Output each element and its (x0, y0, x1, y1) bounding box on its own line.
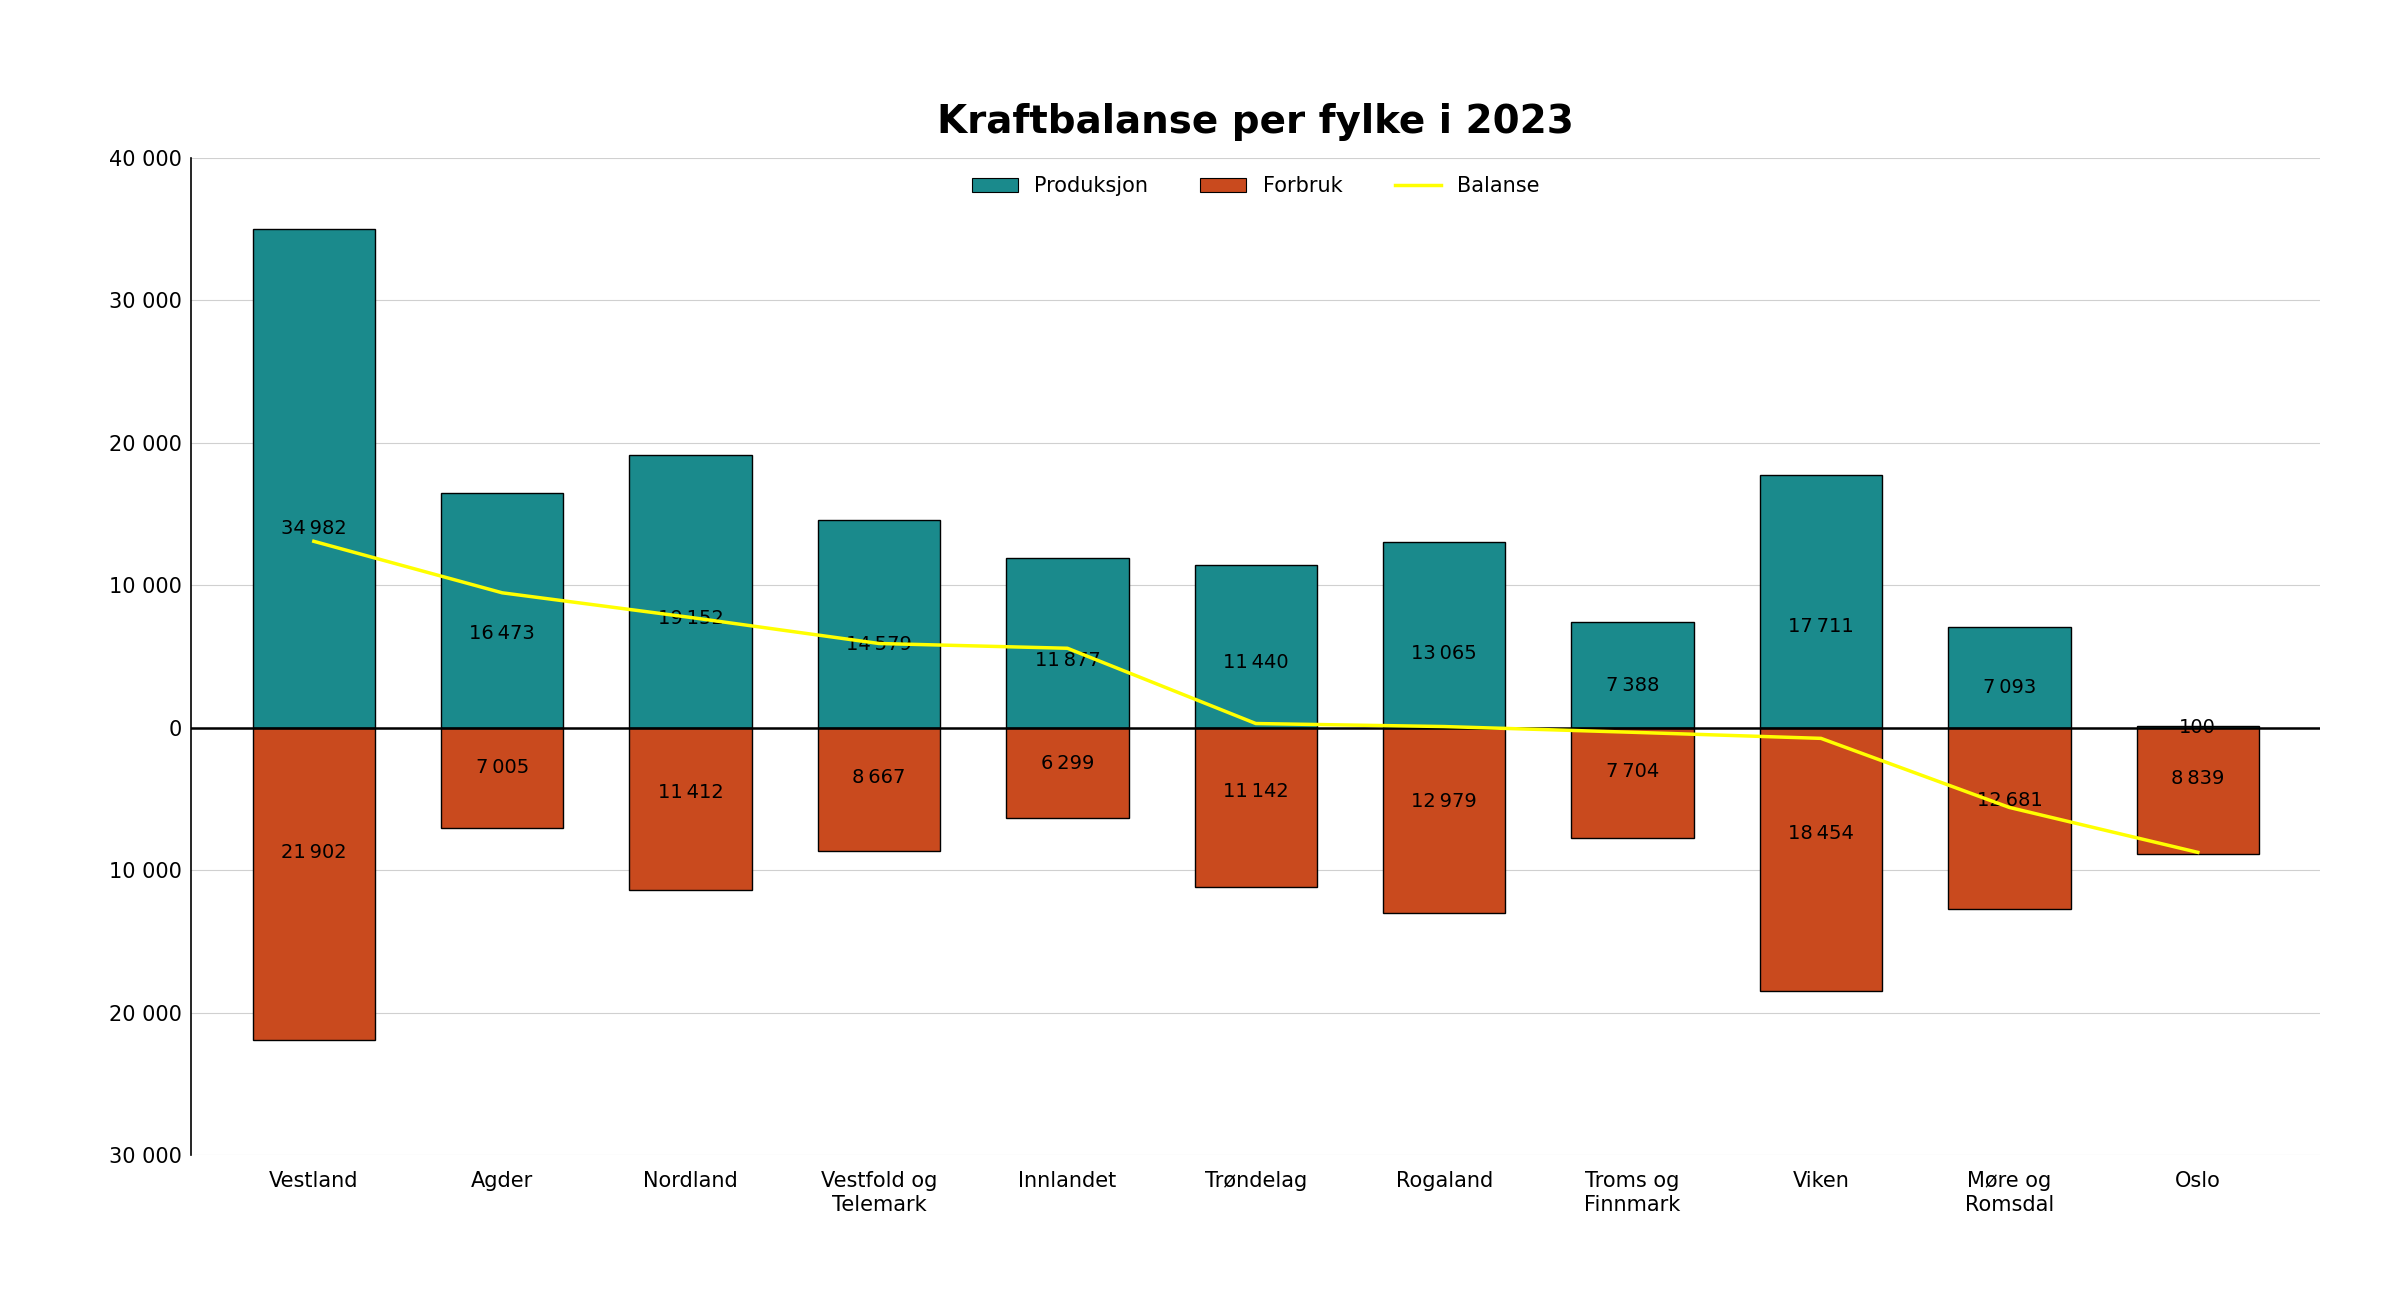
Text: 7 005: 7 005 (476, 758, 529, 777)
Text: 13 065: 13 065 (1411, 643, 1478, 663)
Bar (440, 492, 565, 727)
Bar (2136, 727, 2258, 853)
Text: 8 839: 8 839 (2172, 768, 2225, 788)
Bar (1761, 727, 1883, 991)
Bar (818, 520, 940, 727)
Text: 12 681: 12 681 (1976, 790, 2043, 810)
Bar (440, 727, 565, 827)
Bar (1947, 626, 2071, 727)
Text: 21 902: 21 902 (280, 843, 347, 863)
Text: 11 440: 11 440 (1222, 653, 1289, 672)
Text: 12 979: 12 979 (1411, 792, 1478, 811)
Text: 19 152: 19 152 (658, 609, 722, 628)
Bar (1383, 727, 1505, 913)
Text: 100: 100 (2179, 718, 2217, 737)
Bar (254, 228, 376, 727)
Text: 34 982: 34 982 (280, 519, 347, 538)
Bar (1572, 622, 1694, 727)
Text: 11 412: 11 412 (658, 784, 722, 802)
Text: 14 579: 14 579 (847, 635, 911, 654)
Bar (1572, 727, 1694, 838)
Bar (254, 727, 376, 1040)
Bar (1947, 727, 2071, 909)
Text: 8 667: 8 667 (852, 768, 907, 786)
Title: Kraftbalanse per fylke i 2023: Kraftbalanse per fylke i 2023 (938, 102, 1574, 140)
Bar (1383, 541, 1505, 727)
Bar (818, 727, 940, 851)
Text: 11 142: 11 142 (1222, 781, 1289, 801)
Bar (1194, 727, 1318, 886)
Text: 18 454: 18 454 (1789, 823, 1854, 843)
Bar (1007, 727, 1129, 818)
Bar (1194, 565, 1318, 727)
Bar (629, 454, 751, 727)
Text: 7 388: 7 388 (1605, 676, 1660, 695)
Bar (629, 727, 751, 890)
Text: 6 299: 6 299 (1041, 754, 1093, 773)
Legend: Produksjon, Forbruk, Balanse: Produksjon, Forbruk, Balanse (964, 168, 1548, 205)
Text: 17 711: 17 711 (1789, 617, 1854, 637)
Text: 11 877: 11 877 (1033, 650, 1100, 670)
Bar (1007, 558, 1129, 727)
Bar (1761, 475, 1883, 727)
Text: 7 093: 7 093 (1983, 678, 2036, 697)
Bar (2136, 726, 2258, 727)
Text: 16 473: 16 473 (469, 625, 536, 643)
Text: 7 704: 7 704 (1605, 763, 1660, 781)
